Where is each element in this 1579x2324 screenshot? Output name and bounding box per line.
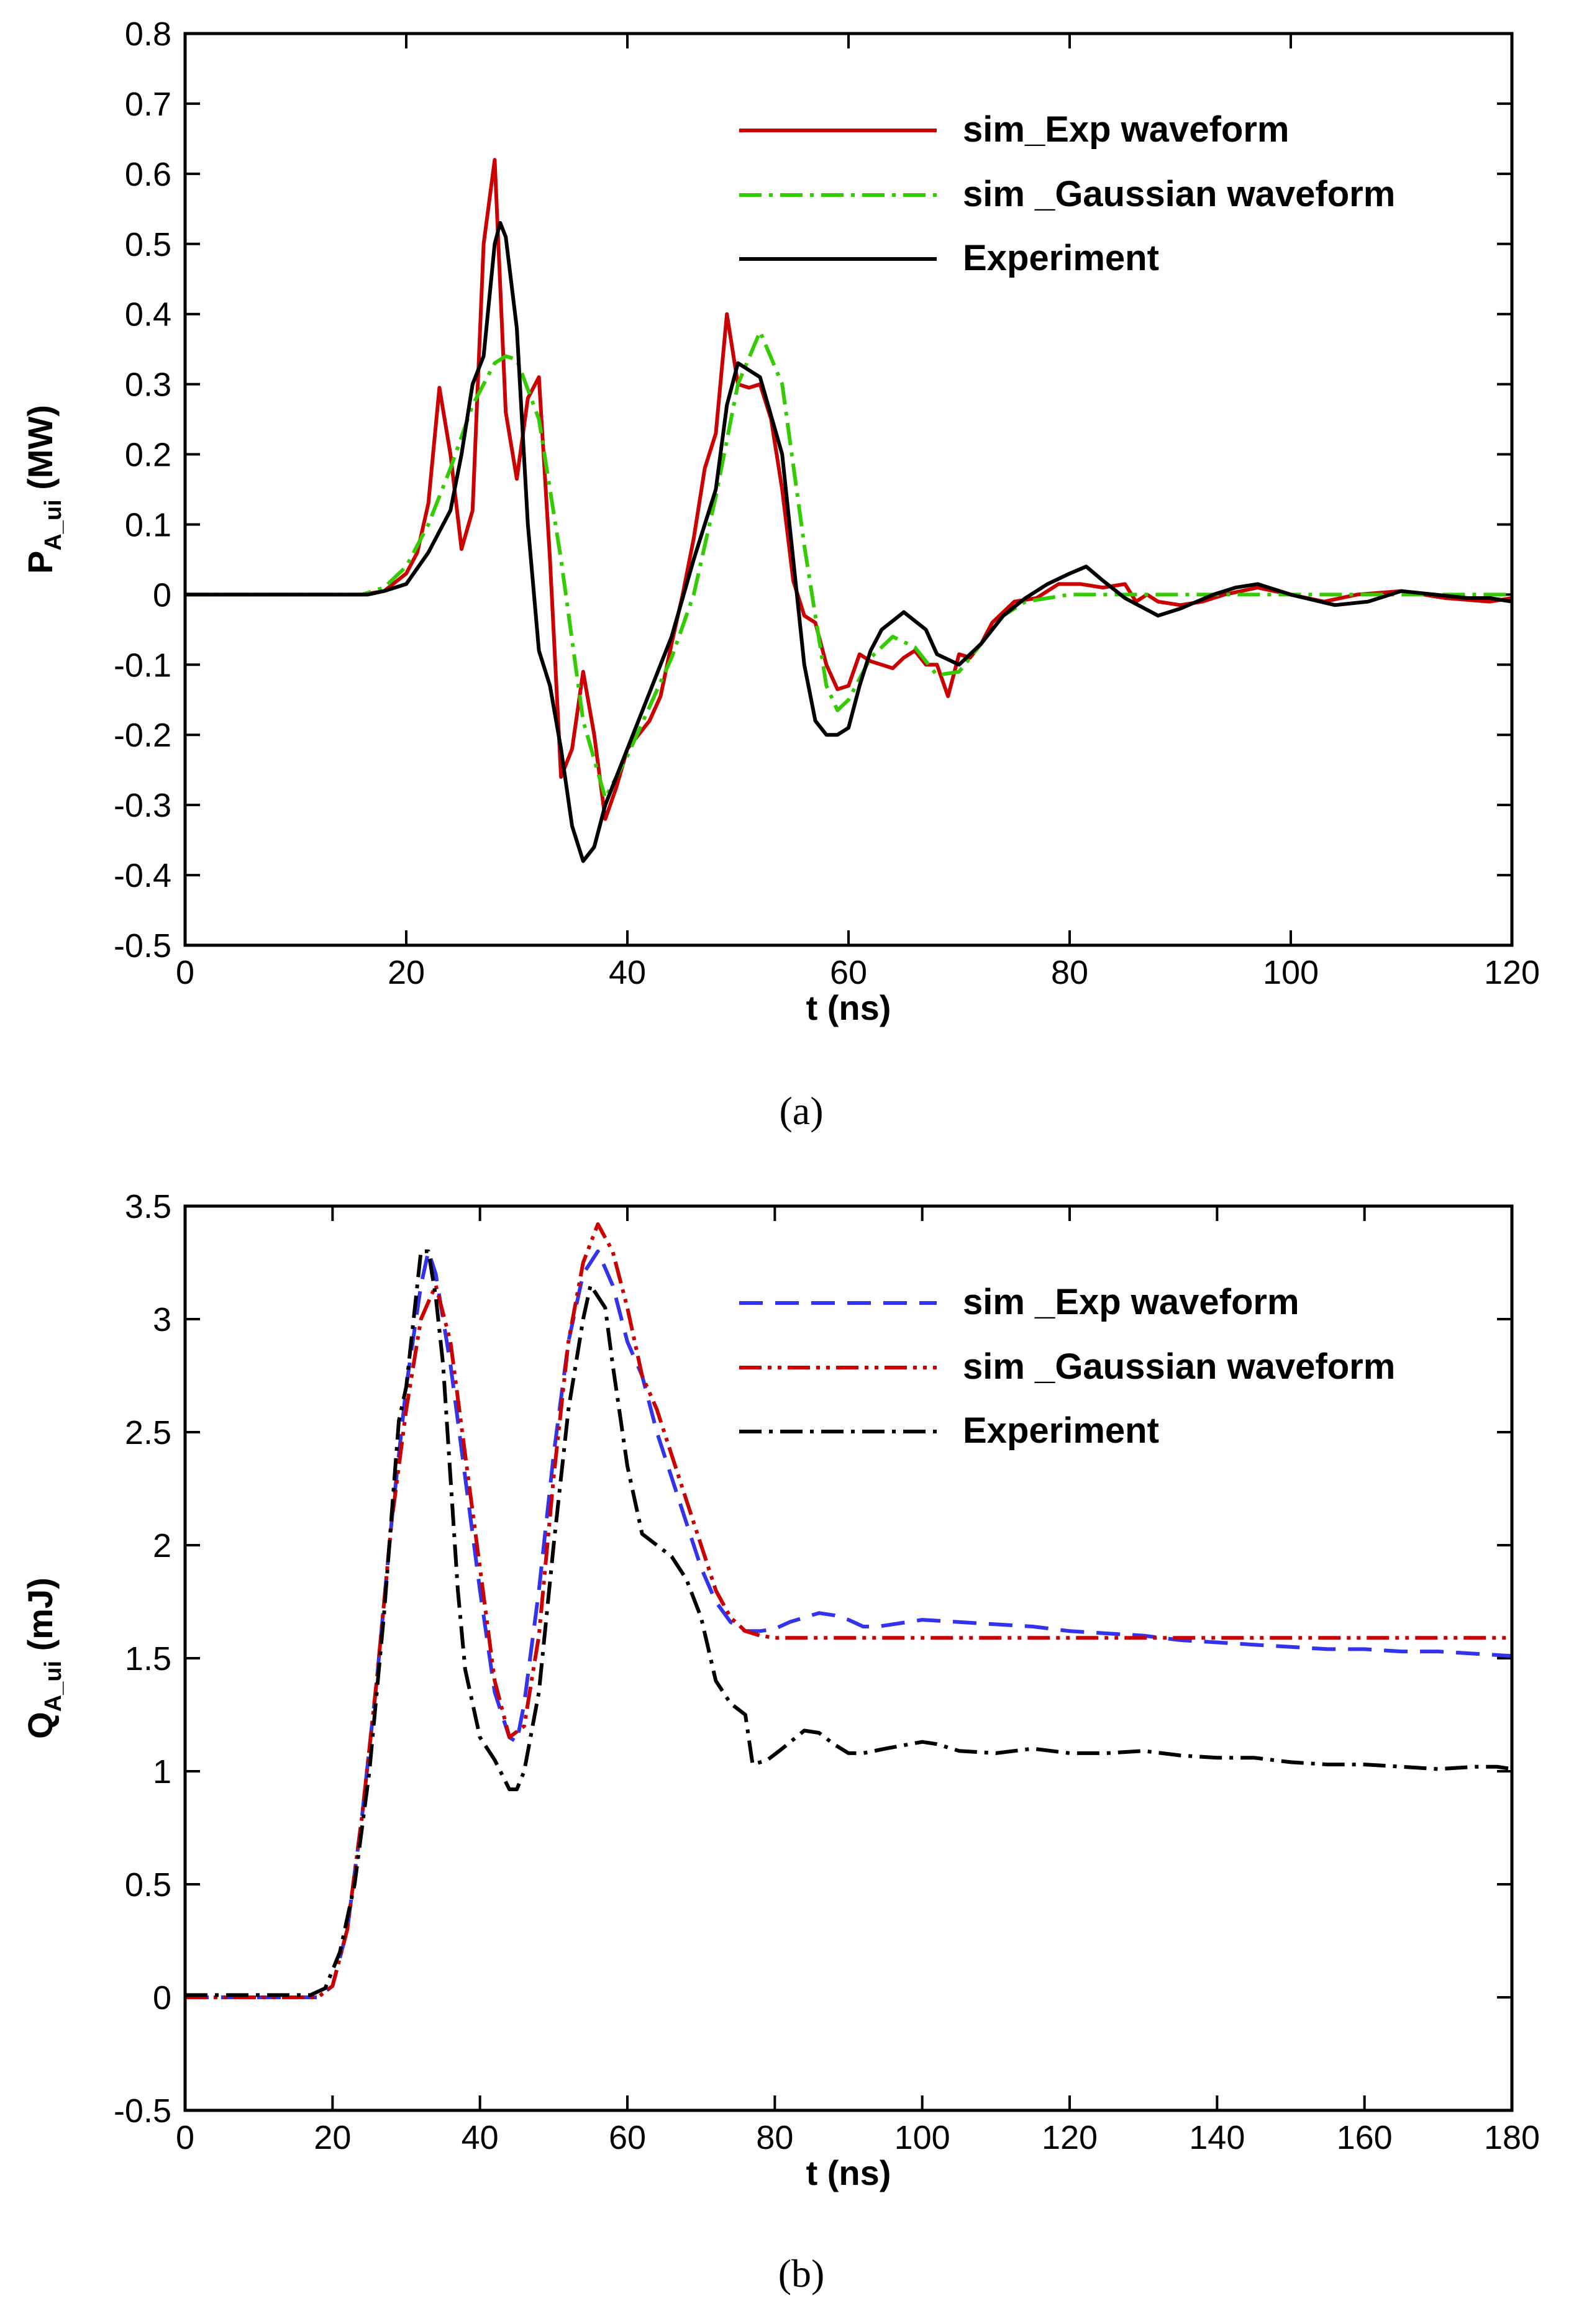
chart-b-x-tick-label: 0 — [176, 2119, 194, 2156]
chart-a-y-tick-label: 0.6 — [125, 156, 171, 193]
chart-b-x-axis-label: t (ns) — [806, 2153, 891, 2192]
chart-a-y-tick-label: -0.1 — [114, 647, 171, 684]
chart-b-legend-label-0: sim _Exp waveform — [963, 1282, 1299, 1322]
chart-b-x-tick-label: 100 — [894, 2119, 950, 2156]
chart-a-x-axis-label: t (ns) — [806, 988, 891, 1027]
chart-b-x-tick-label: 160 — [1337, 2119, 1393, 2156]
chart-a-plot-frame — [183, 32, 1514, 947]
chart-b-y-tick-label: 2.5 — [125, 1414, 171, 1451]
chart-a-x-tick-label: 20 — [388, 954, 425, 991]
chart-a-legend-label-2: Experiment — [963, 238, 1159, 278]
chart-a-y-tick-label: -0.5 — [114, 927, 171, 965]
chart-a-y-tick-label: 0.2 — [125, 437, 171, 474]
chart-a-x-tick-label: 0 — [176, 954, 194, 991]
chart-b-x-tick-label: 120 — [1042, 2119, 1098, 2156]
chart-b-y-axis-label-unit: (mJ) — [20, 1577, 60, 1661]
chart-b-y-tick-label: 3 — [153, 1301, 171, 1338]
chart-b-y-axis-label-sub: A_ui — [40, 1661, 66, 1712]
chart-a-y-axis-label: PA_ui (MW) — [20, 405, 66, 574]
chart-a-y-tick-label: -0.2 — [114, 717, 171, 754]
chart-a-series-1-line — [185, 329, 1512, 800]
chart-b-legend-label-1: sim _Gaussian waveform — [963, 1346, 1395, 1387]
chart-a-y-tick-label: -0.4 — [114, 857, 171, 894]
chart-a-y-tick-label: 0.8 — [125, 16, 171, 53]
chart-b-panel-caption: (b) — [778, 2251, 825, 2295]
chart-b-y-axis-label: QA_ui (mJ) — [20, 1577, 66, 1739]
chart-b-x-tick-label: 20 — [314, 2119, 351, 2156]
chart-a-y-tick-label: 0.1 — [125, 506, 171, 543]
chart-a-legend-label-0: sim_Exp waveform — [963, 109, 1289, 150]
chart-a-y-tick-label: 0.3 — [125, 366, 171, 404]
chart-a-y-axis-label-unit: (MW) — [20, 405, 60, 499]
chart-a-x-tick-label: 60 — [830, 954, 867, 991]
chart-a-legend-label-1: sim _Gaussian waveform — [963, 174, 1395, 214]
chart-a-series-2-line — [185, 220, 1512, 863]
chart-a-y-tick-label: 0.4 — [125, 296, 171, 334]
chart-b-y-tick-label: 2 — [153, 1527, 171, 1564]
chart-b-y-axis-label-main: Q — [20, 1712, 60, 1739]
chart-a-y-axis-label-main: P — [20, 551, 60, 574]
panel-a: 0 20 40 60 80 100 120 -0.5 -0.4 -0.3 -0.2 -0.1 0 0.1 0… — [20, 16, 1540, 1133]
chart-a-x-tick-label: 100 — [1263, 954, 1319, 991]
chart-b-y-tick-label: 0.5 — [125, 1866, 171, 1904]
chart-a-y-axis-label-sub: A_ui — [40, 499, 66, 550]
chart-b-series-0-line — [185, 1249, 1512, 1999]
chart-a-y-tick-label: 0.5 — [125, 226, 171, 263]
chart-a-x-tick-label: 40 — [609, 954, 646, 991]
chart-b-x-tick-label: 140 — [1189, 2119, 1245, 2156]
chart-b-series-2-line — [185, 1249, 1512, 1997]
chart-b-y-tick-label: 0 — [153, 1979, 171, 2017]
chart-b-y-tick-label: -0.5 — [114, 2092, 171, 2130]
chart-a-y-tick-label: 0.7 — [125, 86, 171, 123]
chart-b-y-tick-label: 3.5 — [125, 1188, 171, 1225]
chart-b-x-tick-label: 80 — [756, 2119, 793, 2156]
chart-a-x-tick-label: 80 — [1051, 954, 1088, 991]
chart-a-panel-caption: (a) — [779, 1089, 823, 1133]
chart-a-y-tick-label: -0.3 — [114, 787, 171, 824]
panel-b: 0 20 40 60 80 100 120 140 160 180-0.500.511.522.5… — [20, 1188, 1540, 2295]
chart-b-x-tick-label: 40 — [462, 2119, 499, 2156]
chart-a-y-tick-label: 0 — [153, 576, 171, 614]
chart-b-y-tick-label: 1.5 — [125, 1640, 171, 1677]
chart-b-y-tick-label: 1 — [153, 1753, 171, 1791]
chart-b-x-tick-label: 180 — [1484, 2119, 1540, 2156]
chart-b-x-tick-label: 60 — [609, 2119, 646, 2156]
chart-b-plot-frame — [183, 1204, 1514, 2112]
chart-b-legend-label-2: Experiment — [963, 1410, 1159, 1451]
chart-a-x-tick-label: 120 — [1484, 954, 1540, 991]
